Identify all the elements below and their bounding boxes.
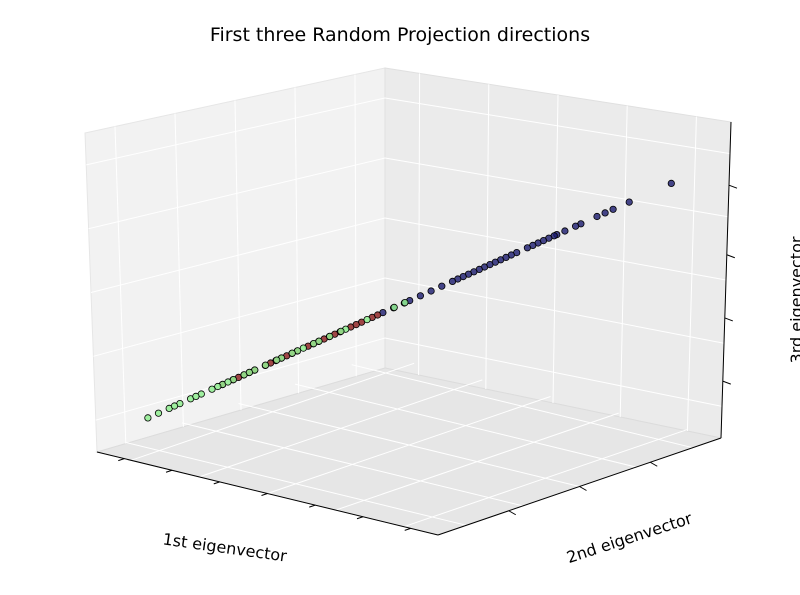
x-tick bbox=[261, 493, 268, 496]
scatter-point-class-0 bbox=[625, 198, 633, 206]
scatter-point-class-0 bbox=[609, 205, 617, 213]
chart-title: First three Random Projection directions bbox=[210, 24, 590, 46]
gridlines bbox=[86, 73, 731, 528]
axes-panes bbox=[84, 67, 732, 536]
scatter-point-class-0 bbox=[486, 260, 494, 269]
axis-ticks bbox=[118, 184, 738, 531]
gridline bbox=[294, 87, 300, 394]
scatter-point-class-0 bbox=[502, 253, 510, 261]
gridline bbox=[619, 105, 628, 418]
scatter-point-class-0 bbox=[667, 179, 675, 187]
y-tick bbox=[579, 486, 587, 491]
scatter-point-class-0 bbox=[416, 292, 424, 300]
y-axis-label: 2nd eigenvector bbox=[564, 508, 695, 567]
z-axis-label: 3rd eigenvector bbox=[787, 236, 800, 363]
x-tick bbox=[309, 504, 316, 508]
x-tick bbox=[118, 458, 125, 462]
scatter-point-class-2 bbox=[337, 327, 345, 335]
scatter-point-class-2 bbox=[401, 298, 409, 307]
x-tick bbox=[356, 516, 364, 520]
scatter-point-class-1 bbox=[352, 320, 360, 329]
gridline bbox=[384, 217, 727, 281]
x-tick bbox=[213, 481, 220, 485]
scatter-point-class-0 bbox=[601, 209, 609, 217]
scatter-point-class-2 bbox=[326, 332, 334, 340]
scatter-point-class-0 bbox=[561, 227, 569, 235]
scatter-point-class-2 bbox=[144, 414, 152, 422]
scatter-point-class-2 bbox=[261, 361, 270, 369]
scatter-point-class-2 bbox=[288, 349, 296, 357]
scatter-point-class-0 bbox=[438, 282, 446, 290]
gridline bbox=[351, 364, 693, 449]
scatter-point-class-0 bbox=[593, 212, 601, 221]
data-points bbox=[144, 179, 675, 422]
y-tick bbox=[650, 461, 658, 467]
scatter-point-class-0 bbox=[523, 244, 532, 252]
gridline bbox=[686, 116, 697, 432]
scatter-point-class-2 bbox=[299, 344, 307, 352]
z-tick bbox=[724, 317, 733, 322]
x-tick bbox=[165, 469, 173, 473]
scatter-point-class-2 bbox=[192, 392, 200, 400]
scatter-point-class-2 bbox=[214, 382, 222, 391]
scatter-point-class-2 bbox=[245, 368, 253, 376]
gridline bbox=[294, 383, 637, 468]
scatter-point-class-2 bbox=[224, 378, 232, 386]
z-tick bbox=[726, 254, 735, 259]
gridline bbox=[93, 277, 386, 357]
scatter-point-class-2 bbox=[315, 337, 323, 345]
scatter-point-class-2 bbox=[154, 409, 163, 417]
scatter-point-class-2 bbox=[390, 303, 398, 311]
y-tick bbox=[508, 510, 516, 516]
gridline bbox=[90, 217, 386, 293]
scatter-point-class-0 bbox=[571, 222, 580, 230]
z-axis-line bbox=[720, 121, 732, 439]
z-tick bbox=[728, 184, 738, 189]
z-tick bbox=[722, 380, 731, 385]
x-axis-label: 1st eigenvector bbox=[162, 529, 289, 565]
scatter-point-class-0 bbox=[427, 287, 435, 295]
gridline bbox=[403, 429, 688, 528]
scatter-point-class-2 bbox=[208, 385, 216, 393]
gridline bbox=[335, 412, 619, 511]
scatter-point-class-2 bbox=[273, 356, 281, 364]
scatter-point-class-1 bbox=[373, 311, 382, 319]
gridline bbox=[238, 403, 580, 487]
scatter-point-class-0 bbox=[539, 237, 548, 245]
scatter-point-class-2 bbox=[170, 402, 179, 410]
x-tick bbox=[404, 527, 411, 531]
scatter-point-class-0 bbox=[448, 277, 457, 285]
gridline bbox=[384, 337, 723, 407]
scatter-point-class-2 bbox=[363, 315, 371, 324]
